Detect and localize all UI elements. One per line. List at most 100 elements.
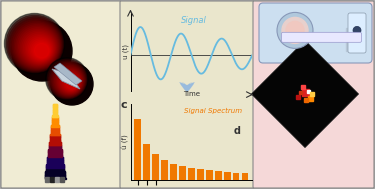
Bar — [46, 165, 64, 166]
Circle shape — [34, 43, 49, 58]
Bar — [45, 174, 65, 175]
Bar — [53, 105, 57, 106]
Circle shape — [62, 74, 79, 91]
Bar — [53, 108, 57, 109]
Bar — [298, 91, 302, 94]
Bar — [50, 139, 60, 140]
Bar — [45, 178, 66, 179]
Circle shape — [353, 26, 361, 34]
Circle shape — [65, 77, 78, 90]
Circle shape — [12, 21, 60, 69]
Circle shape — [6, 15, 64, 73]
Bar — [47, 158, 63, 159]
FancyBboxPatch shape — [259, 3, 372, 63]
Bar — [55, 177, 59, 182]
Bar — [53, 112, 57, 113]
Bar — [53, 107, 57, 108]
Bar — [52, 120, 58, 122]
Circle shape — [47, 59, 87, 99]
Circle shape — [11, 20, 61, 70]
Bar — [206, 170, 213, 180]
Bar — [135, 119, 141, 180]
Bar — [46, 167, 64, 168]
Bar — [53, 114, 57, 115]
FancyBboxPatch shape — [282, 32, 362, 42]
Bar — [48, 150, 62, 151]
Circle shape — [19, 28, 57, 66]
Bar — [50, 135, 60, 136]
Bar — [52, 120, 58, 121]
Bar — [50, 140, 60, 141]
Circle shape — [25, 34, 54, 63]
Bar — [53, 106, 57, 107]
Circle shape — [63, 75, 78, 91]
Bar — [51, 130, 59, 132]
X-axis label: Time: Time — [183, 91, 200, 97]
Bar — [48, 151, 62, 152]
Bar — [48, 153, 62, 154]
Bar — [45, 172, 64, 173]
Bar — [51, 129, 59, 130]
Bar — [46, 165, 64, 167]
Circle shape — [30, 39, 51, 60]
Bar — [45, 175, 65, 177]
Circle shape — [282, 17, 308, 43]
Text: Signal: Signal — [181, 15, 207, 25]
Bar — [50, 142, 61, 143]
Bar — [47, 159, 63, 160]
Bar — [45, 175, 65, 176]
Bar — [49, 145, 61, 146]
Bar — [51, 127, 59, 128]
Bar — [53, 114, 57, 115]
Bar — [46, 169, 64, 170]
Bar — [45, 171, 64, 172]
Bar — [51, 132, 59, 133]
Bar — [308, 95, 312, 101]
Bar — [50, 135, 60, 136]
Bar — [161, 160, 168, 180]
Bar — [50, 138, 60, 139]
Bar — [48, 152, 62, 153]
Circle shape — [55, 67, 83, 95]
Circle shape — [20, 29, 56, 65]
Bar — [49, 147, 61, 148]
Bar — [47, 160, 63, 161]
Bar — [52, 119, 58, 120]
Bar — [52, 123, 58, 124]
Bar — [48, 154, 62, 155]
Bar — [53, 113, 57, 114]
Bar — [45, 177, 65, 178]
Bar — [48, 155, 62, 156]
Bar — [51, 124, 58, 125]
Bar — [54, 104, 57, 105]
Bar — [46, 170, 64, 171]
Bar — [53, 110, 57, 111]
Bar — [53, 117, 58, 118]
Bar — [233, 173, 240, 180]
Bar — [52, 123, 58, 125]
Bar — [304, 98, 308, 102]
Bar — [301, 85, 305, 89]
FancyBboxPatch shape — [253, 1, 374, 188]
Bar — [224, 172, 231, 180]
Polygon shape — [251, 40, 359, 148]
Bar — [53, 116, 58, 117]
Bar — [51, 132, 59, 133]
Bar — [52, 118, 58, 119]
Bar — [60, 177, 64, 182]
Bar — [48, 153, 62, 155]
Circle shape — [52, 64, 85, 97]
Bar — [48, 150, 62, 152]
Bar — [46, 164, 63, 165]
Bar — [143, 144, 150, 180]
Bar — [49, 146, 61, 147]
Bar — [45, 177, 49, 182]
Circle shape — [286, 21, 304, 39]
Circle shape — [23, 32, 55, 64]
Bar — [49, 143, 61, 145]
Circle shape — [15, 25, 59, 68]
Bar — [53, 109, 57, 110]
Bar — [49, 144, 61, 145]
Circle shape — [51, 63, 93, 105]
Bar — [53, 108, 57, 110]
